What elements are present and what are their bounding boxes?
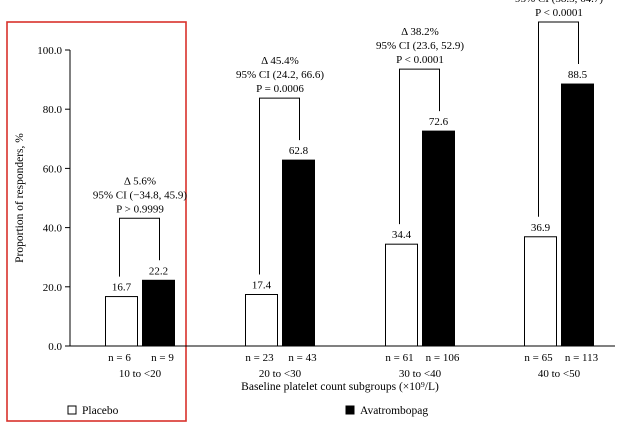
- x-category-label: 20 to <30: [259, 368, 302, 380]
- value-label-placebo: 16.7: [112, 282, 132, 294]
- n-label-avatrombopag: n = 9: [151, 352, 174, 364]
- p-value-label: P = 0.0006: [256, 83, 304, 95]
- n-label-placebo: n = 61: [385, 352, 413, 364]
- legend-label-avatrombopag: Avatrombopag: [360, 405, 428, 417]
- highlight-box: [6, 21, 187, 422]
- bar-placebo: [524, 236, 557, 347]
- p-value-label: P < 0.0001: [535, 7, 583, 19]
- p-value-label: P > 0.9999: [116, 203, 164, 215]
- delta-label: Δ 45.4%: [261, 55, 299, 67]
- p-value-label: P < 0.0001: [396, 54, 444, 66]
- value-label-avatrombopag: 72.6: [429, 116, 449, 128]
- bar-avatrombopag: [422, 130, 455, 347]
- ci-label: 95% CI (38.5, 64.7): [515, 0, 603, 5]
- y-axis: 0.0 20.0 40.0 60.0 80.0 100.0: [37, 45, 71, 353]
- x-category-label: 30 to <40: [399, 368, 442, 380]
- delta-label: Δ 38.2%: [401, 26, 439, 38]
- x-category-label: 40 to <50: [538, 368, 581, 380]
- y-tick-label: 40.0: [43, 223, 63, 235]
- y-tick-label: 100.0: [37, 45, 62, 57]
- legend: Placebo Avatrombopag: [67, 405, 428, 417]
- bar-avatrombopag: [142, 279, 175, 347]
- n-label-placebo: n = 23: [245, 352, 274, 364]
- n-label-avatrombopag: n = 106: [426, 352, 460, 364]
- legend-swatch-avatrombopag: [345, 405, 355, 415]
- y-tick-label: 80.0: [43, 104, 63, 116]
- n-label-avatrombopag: n = 113: [565, 352, 599, 364]
- legend-swatch-placebo: [67, 405, 77, 415]
- value-label-placebo: 17.4: [252, 279, 272, 291]
- value-label-placebo: 34.4: [392, 229, 412, 241]
- significance-bracket: [119, 217, 160, 277]
- bars: [105, 83, 594, 347]
- significance-bracket: [259, 97, 300, 275]
- bar-avatrombopag: [282, 159, 315, 347]
- y-axis-title: Proportion of responders, %: [14, 133, 26, 263]
- y-tick-label: 0.0: [48, 341, 62, 353]
- y-tick-label: 20.0: [43, 282, 63, 294]
- bar-placebo: [245, 293, 278, 347]
- ci-label: 95% CI (−34.8, 45.9): [93, 189, 188, 201]
- x-axis-title: Baseline platelet count subgroups (×10⁹/…: [241, 381, 439, 393]
- significance-bracket: [399, 68, 440, 225]
- n-label-placebo: n = 6: [108, 352, 131, 364]
- brackets: [119, 21, 579, 277]
- x-category-label: 10 to <20: [119, 368, 162, 380]
- ci-label: 95% CI (24.2, 66.6): [236, 69, 324, 81]
- n-label-placebo: n = 65: [524, 352, 553, 364]
- delta-label: Δ 5.6%: [124, 175, 156, 187]
- ci-label: 95% CI (23.6, 52.9): [376, 40, 464, 52]
- legend-label-placebo: Placebo: [82, 405, 119, 417]
- significance-bracket: [538, 21, 579, 217]
- bar-placebo: [385, 243, 418, 347]
- n-label-avatrombopag: n = 43: [288, 352, 317, 364]
- value-label-avatrombopag: 22.2: [149, 265, 168, 277]
- labels: 16.7 22.2 n = 6 n = 9 P > 0.9999 95% CI (−34.…: [93, 0, 603, 364]
- value-label-avatrombopag: 62.8: [289, 145, 309, 157]
- value-label-avatrombopag: 88.5: [568, 69, 588, 81]
- value-label-placebo: 36.9: [531, 222, 551, 234]
- bar-avatrombopag: [561, 83, 594, 347]
- bar-placebo: [105, 296, 138, 347]
- y-tick-label: 60.0: [43, 163, 63, 175]
